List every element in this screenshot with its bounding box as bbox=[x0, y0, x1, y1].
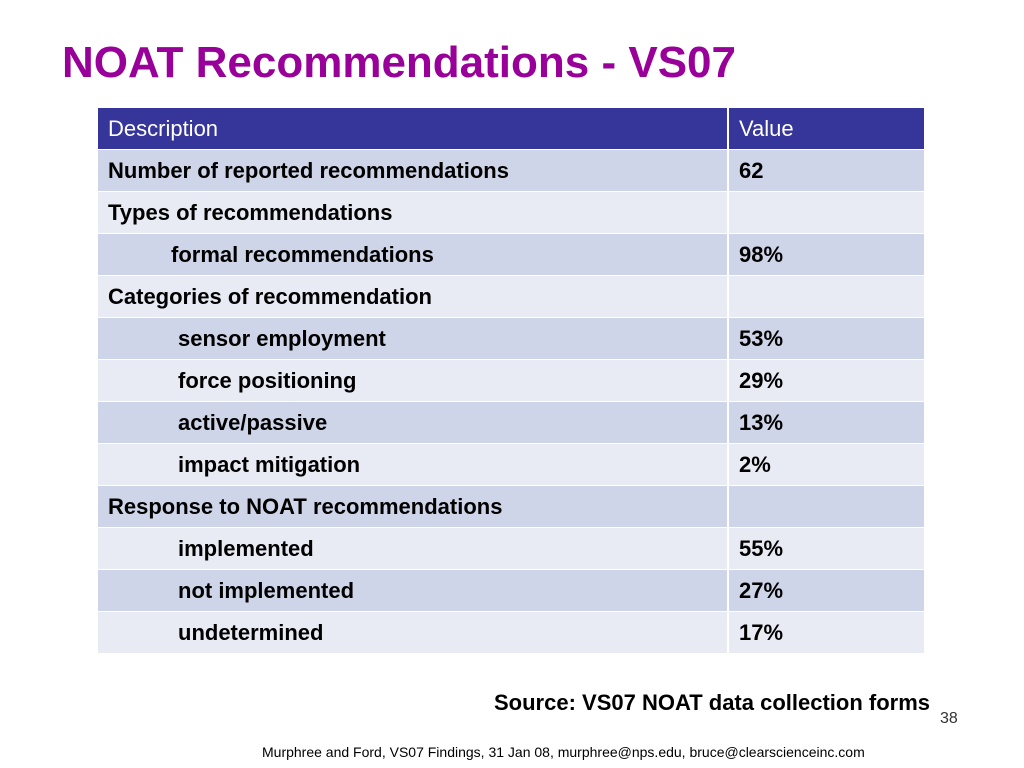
row-value: 53% bbox=[728, 317, 924, 360]
row-value: 29% bbox=[728, 359, 924, 402]
table-row: active/passive 13% bbox=[98, 401, 924, 444]
row-description: force positioning bbox=[98, 359, 729, 402]
header-value: Value bbox=[728, 108, 924, 150]
table-header-row: Description Value bbox=[98, 108, 924, 150]
row-description: Number of reported recommendations bbox=[98, 149, 729, 192]
row-value: 27% bbox=[728, 569, 924, 612]
table-row: implemented 55% bbox=[98, 527, 924, 570]
row-value bbox=[728, 191, 924, 234]
slide-title: NOAT Recommendations - VS07 bbox=[62, 38, 736, 87]
row-value bbox=[728, 485, 924, 528]
row-description: formal recommendations bbox=[98, 233, 729, 276]
row-value bbox=[728, 275, 924, 318]
row-description: Types of recommendations bbox=[98, 191, 729, 234]
source-note: Source: VS07 NOAT data collection forms bbox=[494, 690, 931, 715]
row-description: not implemented bbox=[98, 569, 729, 612]
slide-number: 38 bbox=[940, 710, 958, 727]
table-body: Number of reported recommendations 62 Type… bbox=[98, 149, 924, 654]
row-description: sensor employment bbox=[98, 317, 729, 360]
table-row: not implemented 27% bbox=[98, 569, 924, 612]
table-row: Number of reported recommendations 62 bbox=[98, 149, 924, 192]
row-description: active/passive bbox=[98, 401, 729, 444]
recommendations-table: Description Value Number of reported rec… bbox=[98, 108, 924, 654]
row-value: 2% bbox=[728, 443, 924, 486]
footer-citation: Murphree and Ford, VS07 Findings, 31 Jan… bbox=[262, 744, 865, 760]
table-row: formal recommendations 98% bbox=[98, 233, 924, 276]
table-row: Types of recommendations bbox=[98, 191, 924, 234]
table-row: force positioning 29% bbox=[98, 359, 924, 402]
row-value: 17% bbox=[728, 611, 924, 654]
row-description: undetermined bbox=[98, 611, 729, 654]
row-value: 55% bbox=[728, 527, 924, 570]
header-description: Description bbox=[98, 108, 729, 150]
table-row: undetermined 17% bbox=[98, 611, 924, 654]
row-description: Response to NOAT recommendations bbox=[98, 485, 729, 528]
table-row: impact mitigation 2% bbox=[98, 443, 924, 486]
row-value: 62 bbox=[728, 149, 924, 192]
row-description: implemented bbox=[98, 527, 729, 570]
row-value: 13% bbox=[728, 401, 924, 444]
table-row: Categories of recommendation bbox=[98, 275, 924, 318]
row-description: Categories of recommendation bbox=[98, 275, 729, 318]
table-row: Response to NOAT recommendations bbox=[98, 485, 924, 528]
row-description: impact mitigation bbox=[98, 443, 729, 486]
table-row: sensor employment 53% bbox=[98, 317, 924, 360]
row-value: 98% bbox=[728, 233, 924, 276]
